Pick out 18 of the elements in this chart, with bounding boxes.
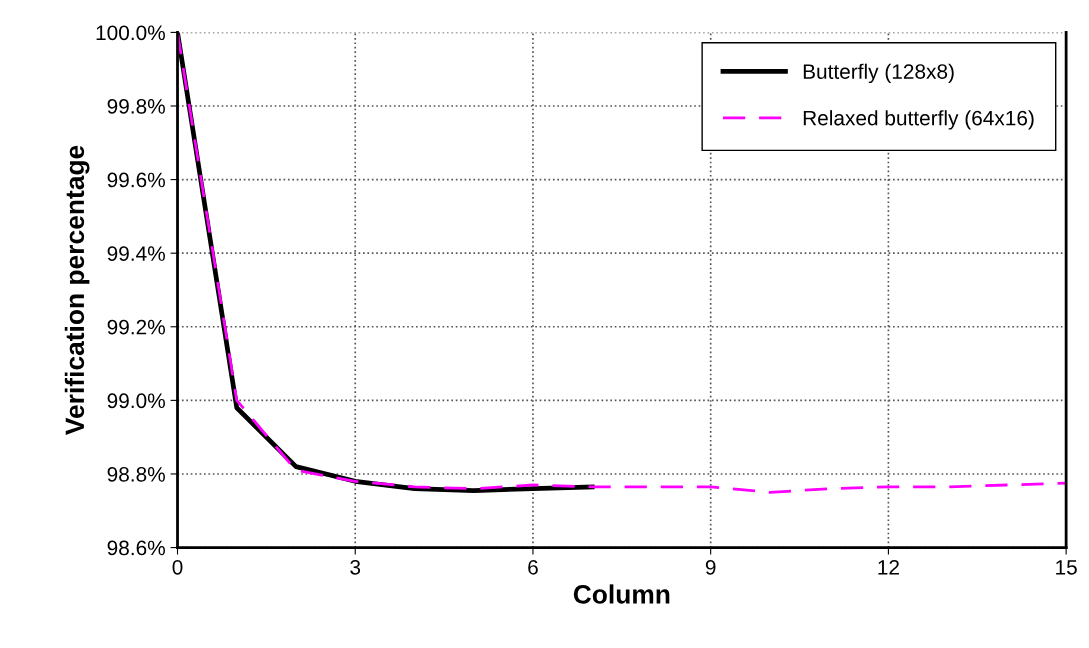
- x-tick-label: 12: [878, 559, 899, 575]
- x-tick-label: 9: [705, 559, 716, 575]
- y-axis-title: Verification percentage: [64, 145, 90, 435]
- legend-label: Relaxed butterfly (64x16): [803, 110, 1034, 130]
- y-tick-label: 100.0%: [96, 25, 165, 41]
- legend-label: Butterfly (128x8): [803, 63, 954, 84]
- y-tick-label: 99.0%: [107, 393, 165, 409]
- x-tick-label: 0: [172, 559, 183, 575]
- y-tick-label: 98.6%: [107, 540, 165, 556]
- x-axis-title: Column: [573, 584, 670, 604]
- y-tick-label: 99.8%: [107, 99, 165, 114]
- y-tick-label: 99.2%: [107, 319, 165, 335]
- x-tick-label: 6: [528, 559, 538, 575]
- x-tick-label: 15: [1056, 560, 1077, 575]
- x-tick-label: 3: [350, 559, 361, 575]
- y-tick-label: 98.8%: [107, 466, 165, 482]
- y-tick-label: 99.4%: [107, 246, 165, 261]
- y-tick-label: 99.6%: [107, 172, 165, 188]
